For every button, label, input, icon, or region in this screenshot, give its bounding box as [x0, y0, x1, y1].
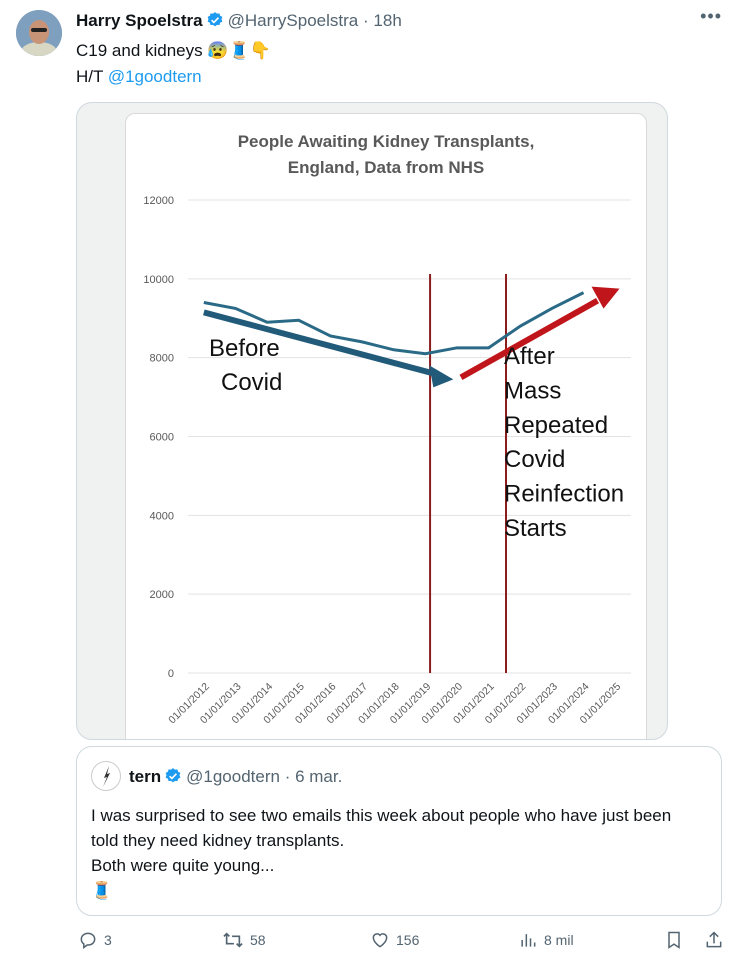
bookmark-icon [668, 931, 680, 949]
views-icon [521, 934, 536, 947]
chart-image: People Awaiting Kidney Transplants, Engla… [125, 113, 647, 739]
quoted-tweet[interactable]: tern @1goodtern · 6 mar. I was surprised … [76, 746, 722, 916]
separator-dot: · [284, 767, 291, 786]
annotation-right-line: Starts [504, 515, 567, 542]
like-count: 156 [396, 932, 420, 948]
y-tick-label: 4000 [150, 510, 174, 522]
arrow-head-red [591, 286, 620, 309]
tweet-header: Harry Spoelstra @HarrySpoelstra · 18h [76, 11, 402, 34]
share-icon [706, 931, 722, 948]
y-tick-label: 12000 [143, 195, 174, 207]
heart-icon [372, 933, 388, 948]
quoted-avatar [91, 761, 121, 791]
like-button[interactable]: 156 [370, 930, 419, 950]
quoted-date: 6 mar. [295, 767, 343, 786]
tweet-line-2: H/T @1goodtern [76, 64, 271, 90]
chart-subtitle: England, Data from NHS [288, 158, 484, 177]
reply-button[interactable]: 3 [78, 930, 112, 950]
annotation-right-line: Covid [504, 446, 565, 473]
trend-arrow-red [459, 298, 600, 380]
author-handle[interactable]: @HarrySpoelstra [227, 11, 359, 30]
ht-prefix: H/T [76, 67, 108, 86]
chart-title: People Awaiting Kidney Transplants, [238, 132, 535, 151]
quoted-header: tern @1goodtern · 6 mar. [129, 767, 342, 790]
y-tick-label: 0 [168, 668, 174, 680]
annotation-right-line: After [504, 343, 555, 370]
tweet-media[interactable]: People Awaiting Kidney Transplants, Engla… [76, 102, 668, 740]
separator-dot: · [363, 11, 369, 30]
author-name[interactable]: Harry Spoelstra [76, 11, 203, 30]
timestamp[interactable]: 18h [373, 11, 402, 30]
quoted-name: tern [129, 767, 162, 786]
tweet-line-1: C19 and kidneys 😰🧵👇 [76, 41, 271, 60]
avatar[interactable] [16, 10, 62, 56]
y-tick-label: 8000 [150, 353, 174, 365]
quoted-line-1: I was surprised to see two emails this w… [91, 806, 672, 850]
quoted-text: I was surprised to see two emails this w… [91, 803, 691, 903]
more-options-icon[interactable]: ••• [700, 6, 722, 26]
mention-link[interactable]: @1goodtern [107, 67, 202, 86]
chart-svg: People Awaiting Kidney Transplants, Engla… [143, 132, 631, 726]
retweet-count: 58 [250, 932, 266, 948]
annotation-right-line: Repeated [504, 412, 608, 439]
annotation-before: Before [209, 335, 280, 362]
annotation-covid: Covid [221, 369, 282, 396]
action-bar: 3 58 156 8 mil [0, 930, 736, 962]
quoted-emoji: 🧵 [91, 881, 113, 900]
views-count: 8 mil [544, 932, 574, 948]
retweet-icon [223, 932, 243, 948]
reply-icon [80, 932, 96, 949]
y-tick-label: 2000 [150, 589, 174, 601]
reply-count: 3 [104, 932, 112, 948]
arrow-head-blue [429, 365, 454, 388]
retweet-button[interactable]: 58 [222, 930, 266, 950]
quoted-handle: @1goodtern [186, 767, 280, 786]
views-button[interactable]: 8 mil [518, 930, 574, 950]
quoted-line-2: Both were quite young... [91, 856, 275, 875]
share-button[interactable] [704, 930, 724, 950]
y-tick-label: 10000 [143, 274, 174, 286]
trend-arrow-blue [203, 309, 435, 377]
tweet-text: C19 and kidneys 😰🧵👇 H/T @1goodtern [76, 38, 271, 90]
bookmark-button[interactable] [664, 930, 684, 950]
verified-badge-icon [206, 11, 224, 34]
y-tick-label: 6000 [150, 432, 174, 444]
annotation-right-line: Mass [504, 377, 561, 404]
annotation-right-line: Reinfection [504, 481, 624, 508]
verified-badge-icon [164, 767, 182, 790]
